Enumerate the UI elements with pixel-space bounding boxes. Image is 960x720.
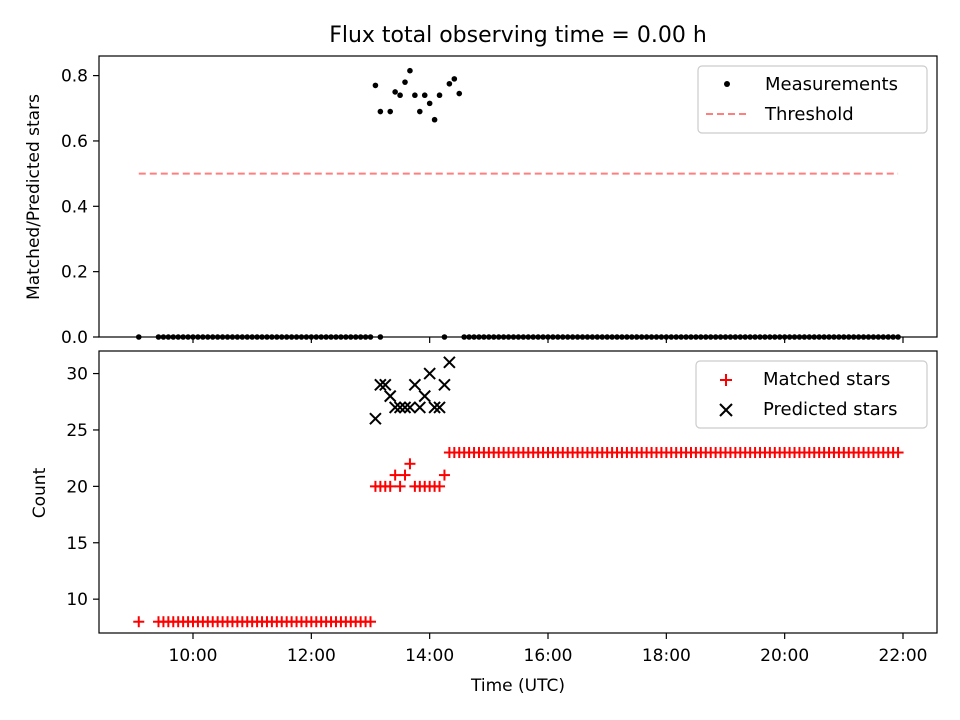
legend-predicted-label: Predicted stars (763, 399, 897, 420)
y-tick-label: 0.2 (61, 263, 88, 283)
predicted-star-point (418, 389, 431, 403)
predicted-star-point (379, 378, 392, 392)
predicted-star-point (408, 378, 422, 392)
x-tick-label: 18:00 (642, 646, 691, 666)
y-tick-label: 0.4 (61, 197, 88, 217)
predicted-star-point (443, 356, 456, 369)
x-tick-label: 10:00 (169, 646, 218, 666)
legend-measurements-label: Measurements (765, 74, 898, 95)
matched-star-point (389, 469, 401, 481)
top-axes-frame (98, 55, 938, 338)
matched-star-point (438, 469, 450, 481)
predicted-star-point (388, 401, 402, 414)
y-tick-label: 0.8 (61, 67, 88, 87)
predicted-star-point (384, 389, 397, 403)
y-tick-label: 15 (66, 534, 88, 554)
legend-predicted-marker (719, 403, 733, 417)
measurement-point (426, 100, 433, 107)
measurement-point (397, 92, 403, 99)
top-legend: Measurements Threshold (697, 65, 928, 134)
x-tick-label: 20:00 (760, 646, 809, 666)
measurement-point (431, 116, 438, 123)
predicted-star-point (398, 401, 412, 414)
x-tick-label: 22:00 (879, 646, 928, 666)
measurement-point (436, 92, 443, 99)
y-tick-label: 0.6 (61, 132, 88, 152)
legend-matched-marker (720, 374, 732, 386)
bottom-y-ticks: 10 15 20 25 30 (66, 365, 99, 610)
matched-star-point (399, 469, 411, 481)
measurement-point (387, 108, 394, 115)
x-tick-label: 12:00 (287, 646, 336, 666)
y-tick-label: 0.0 (61, 328, 88, 348)
measurement-point (392, 89, 398, 95)
measurement-point (412, 92, 418, 99)
matched-star-point (434, 480, 446, 492)
x-axis-label: Time (UTC) (470, 676, 565, 696)
y-tick-label: 20 (66, 477, 88, 497)
measurement-point (377, 108, 384, 115)
predicted-star-point (413, 401, 427, 414)
bottom-legend: Matched stars Predicted stars (695, 360, 928, 429)
predicted-star-point (428, 401, 441, 414)
legend-measurements-marker (724, 81, 730, 87)
bottom-panel: 10 15 20 25 30 10:00 12:00 14:00 16:00 18:00 20:0… (30, 350, 938, 696)
bottom-x-ticks: 10:00 12:00 14:00 16:00 18:00 20:00 22:00 (169, 633, 928, 666)
matched-star-point (453, 447, 465, 459)
y-tick-label: 30 (66, 365, 88, 385)
measurement-point (402, 79, 408, 85)
predicted-star-point (403, 401, 417, 414)
top-legend-box (697, 65, 928, 134)
top-panel: 0.00.20.40.60.8 Matched/Predicted stars … (24, 55, 938, 348)
predicted-star-point (374, 378, 387, 392)
top-x-ticks (192, 337, 904, 343)
predicted-star-point (433, 401, 446, 414)
measurement-point (407, 67, 413, 74)
y-tick-label: 25 (66, 421, 88, 441)
bottom-legend-box (695, 360, 928, 429)
measurement-point (456, 90, 463, 97)
bottom-axes-frame (98, 350, 938, 634)
top-y-ticks: 0.0 0.2 0.4 0.6 0.8 (61, 67, 99, 348)
predicted-star-point (438, 378, 451, 392)
count-points-layer (133, 356, 904, 628)
measurement-point (446, 80, 453, 87)
legend-threshold-label: Threshold (764, 104, 854, 125)
bottom-y-axis-label: Count (30, 467, 50, 518)
matched-star-point (892, 447, 904, 459)
x-tick-label: 16:00 (524, 646, 573, 666)
top-y-axis-label: Matched/Predicted stars (24, 94, 44, 300)
matched-star-point (394, 480, 406, 492)
matched-star-point (404, 458, 416, 470)
predicted-star-point (369, 412, 382, 425)
matched-star-point (365, 616, 376, 628)
matched-star-point (384, 480, 396, 492)
measurement-point (372, 82, 379, 89)
chart-title: Flux total observing time = 0.00 h (329, 23, 707, 48)
matched-star-point (133, 616, 145, 628)
measurement-point (417, 108, 423, 115)
x-tick-label: 14:00 (405, 646, 454, 666)
legend-matched-label: Matched stars (763, 369, 890, 390)
predicted-star-point (393, 401, 407, 414)
y-tick-label: 10 (66, 590, 88, 610)
measurement-point (451, 76, 458, 82)
predicted-star-point (423, 367, 436, 380)
measurement-point (421, 92, 428, 99)
